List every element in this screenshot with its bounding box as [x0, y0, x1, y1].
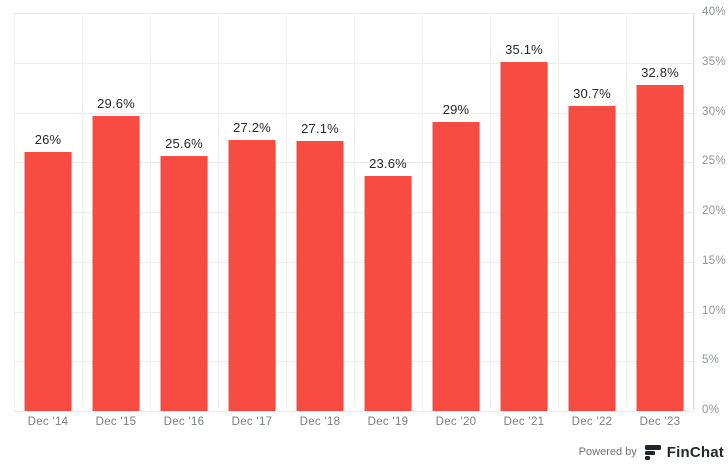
bar-value-label: 29.6%	[97, 96, 135, 112]
bar-column: 29.6%	[82, 13, 150, 411]
bar-value-label: 26%	[34, 132, 62, 148]
x-axis-tick-label: Dec '17	[231, 416, 273, 428]
bar-value-label: 32.8%	[641, 64, 679, 80]
bar-dec-23[interactable]	[636, 84, 684, 411]
x-axis-tick-label: Dec '19	[367, 416, 409, 428]
y-axis-tick-label: 35%	[702, 55, 726, 68]
bar-column: 30.7%	[558, 13, 626, 411]
gridline-vertical	[354, 13, 355, 411]
bar-column: 27.1%	[286, 13, 354, 411]
bar-dec-18[interactable]	[296, 141, 344, 411]
bar-dec-15[interactable]	[92, 116, 140, 411]
gridline-vertical	[286, 13, 287, 411]
bar-column: 26%	[14, 13, 82, 411]
gridline-horizontal	[14, 261, 693, 263]
y-axis-tick-label: 40%	[702, 6, 726, 18]
bar-value-label: 25.6%	[165, 136, 203, 152]
gridline-horizontal	[14, 112, 693, 114]
gridline-vertical	[82, 13, 83, 411]
bar-value-label: 35.1%	[505, 41, 543, 57]
gridline-vertical	[694, 13, 695, 411]
powered-by-label: Powered by	[578, 446, 637, 458]
x-axis-tick-label: Dec '21	[503, 416, 545, 428]
x-axis-tick-label: Dec '14	[27, 416, 69, 428]
bar-dec-21[interactable]	[500, 61, 548, 411]
powered-by-footer: Powered by FinChat	[579, 441, 724, 463]
gridline-horizontal	[14, 411, 693, 412]
bar-dec-16[interactable]	[160, 156, 208, 411]
finchat-logo-icon	[644, 444, 661, 460]
y-axis-tick-label: 25%	[702, 155, 726, 168]
bar-column: 27.2%	[218, 13, 286, 411]
gridline-horizontal	[14, 13, 693, 14]
bar-value-label: 27.2%	[233, 120, 271, 136]
x-axis-tick-label: Dec '23	[639, 416, 681, 428]
bar-value-label: 29%	[442, 102, 470, 118]
bar-column: 23.6%	[354, 13, 422, 411]
gridline-vertical	[150, 13, 151, 411]
bar-column: 29%	[422, 13, 490, 411]
gridline-vertical	[490, 13, 491, 411]
x-axis: Dec '14 Dec '15 Dec '16 Dec '17 Dec '18 Dec '…	[14, 416, 694, 432]
gridline-horizontal	[14, 162, 693, 164]
bar-column: 32.8%	[626, 13, 694, 411]
bar-dec-19[interactable]	[364, 176, 412, 411]
x-axis-tick-label: Dec '15	[95, 416, 137, 428]
bar-column: 35.1%	[490, 13, 558, 411]
bar-column: 25.6%	[150, 13, 218, 411]
y-axis-tick-label: 20%	[702, 205, 726, 217]
y-axis-tick-label: 0%	[702, 404, 720, 416]
gridline-vertical	[558, 13, 559, 411]
y-axis-tick-label: 15%	[702, 254, 726, 267]
bar-dec-22[interactable]	[568, 105, 616, 411]
gridline-horizontal	[14, 361, 693, 363]
gridline-vertical	[218, 13, 219, 411]
bar-value-label: 30.7%	[573, 85, 611, 101]
gridline-horizontal	[14, 62, 693, 64]
x-axis-tick-label: Dec '16	[163, 416, 205, 428]
gridline-vertical	[422, 13, 423, 411]
y-axis-tick-label: 30%	[702, 105, 726, 118]
gridline-horizontal	[14, 311, 693, 313]
gridline-vertical	[626, 13, 627, 411]
gridline-vertical	[14, 13, 15, 411]
bar-value-label: 27.1%	[301, 121, 339, 137]
bar-value-label: 23.6%	[369, 156, 407, 172]
x-axis-tick-label: Dec '18	[299, 416, 341, 428]
gridline-horizontal	[14, 212, 693, 213]
bar-dec-20[interactable]	[432, 122, 480, 411]
y-axis-tick-label: 10%	[702, 304, 726, 317]
bar-dec-14[interactable]	[24, 152, 72, 411]
bar-dec-17[interactable]	[228, 140, 276, 411]
finchat-brand-label: FinChat	[666, 443, 724, 461]
y-axis-tick-label: 5%	[702, 354, 720, 367]
x-axis-tick-label: Dec '22	[571, 416, 613, 428]
x-axis-tick-label: Dec '20	[435, 416, 477, 428]
plot-area: 26% 29.6% 25.6% 27.2% 27.1% 23.6% 29% 35.1% 30.7…	[14, 13, 695, 412]
